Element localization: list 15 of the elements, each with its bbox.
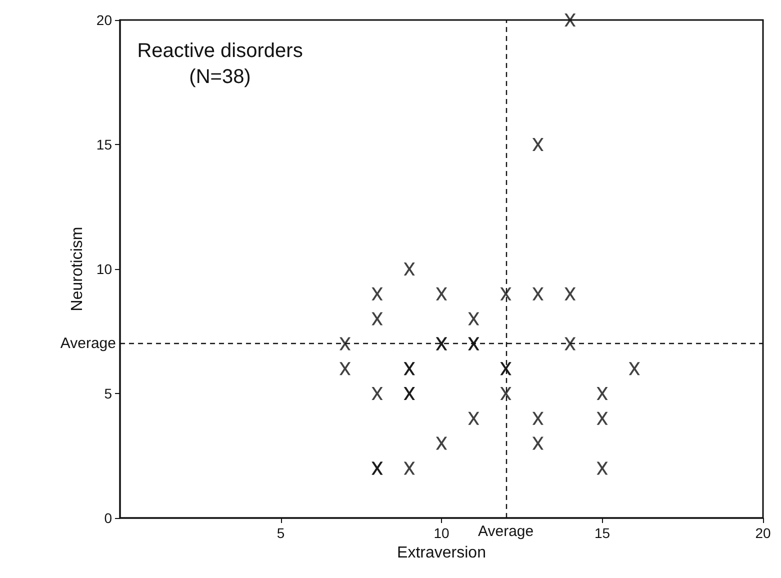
y-tick-label: 15 — [96, 136, 112, 152]
y-tick-label: 5 — [104, 386, 112, 402]
text: Reactive disorders — [137, 40, 303, 62]
y-tick-label: 0 — [104, 510, 112, 526]
ref-line-label: Average — [60, 335, 116, 352]
y-tick-label: 20 — [96, 12, 112, 28]
y-tick-label: 10 — [96, 261, 112, 277]
x-tick-label: 15 — [594, 525, 610, 541]
ref-line-label: Average — [478, 523, 534, 540]
x-axis-title: Extraversion — [397, 544, 486, 562]
x-tick-label: 20 — [755, 525, 771, 541]
x-tick-label: 10 — [434, 525, 450, 541]
x-tick-label: 5 — [276, 525, 285, 541]
y-axis-title: Neuroticism — [69, 226, 86, 312]
text: (N=38) — [189, 66, 251, 88]
